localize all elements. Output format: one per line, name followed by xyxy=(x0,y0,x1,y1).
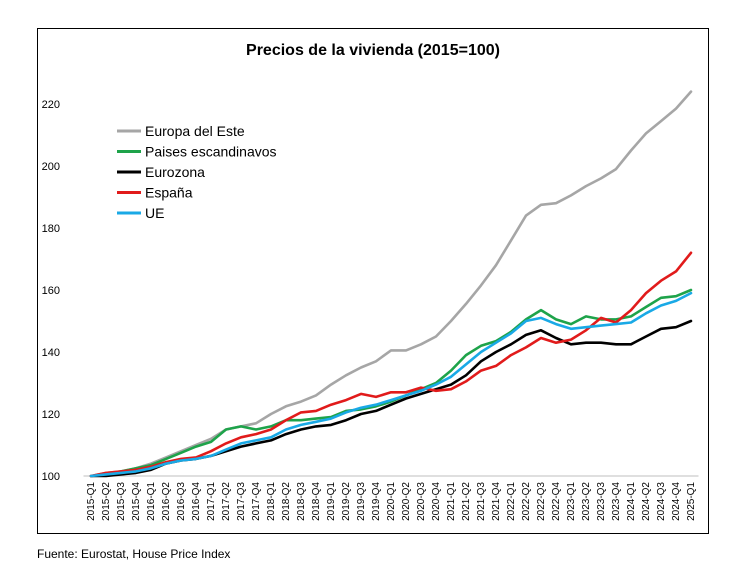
x-tick-label: 2017-Q3 xyxy=(236,482,247,521)
x-tick-label: 2018-Q2 xyxy=(281,482,292,521)
x-axis: 2015-Q1 2015-Q2 2015-Q3 2015-Q4 2016-Q1 2016-… xyxy=(83,475,699,521)
x-tick-label: 2021-Q3 xyxy=(476,482,487,521)
x-tick-label: 2021-Q1 xyxy=(446,482,457,521)
x-tick-label: 2022-Q1 xyxy=(506,482,517,521)
legend-label: España xyxy=(145,185,193,201)
y-axis: 100 120 140 160 180 200 220 xyxy=(42,99,60,483)
x-tick-label: 2020-Q4 xyxy=(431,482,442,521)
x-tick-label: 2023-Q4 xyxy=(611,482,622,521)
x-tick-label: 2020-Q2 xyxy=(401,482,412,521)
legend: Europa del Este Paises escandinavos Eurozo… xyxy=(117,123,277,221)
line-chart: Precios de la vivienda (2015=100) 100 120… xyxy=(42,42,699,521)
series-line-4 xyxy=(89,291,693,478)
source-note: Fuente: Eurostat, House Price Index xyxy=(37,547,231,561)
x-tick-label: 2023-Q2 xyxy=(581,482,592,521)
x-tick-label: 2016-Q4 xyxy=(191,482,202,521)
x-tick-label: 2017-Q1 xyxy=(206,482,217,521)
x-tick-label: 2020-Q3 xyxy=(416,482,427,521)
x-tick-label: 2016-Q1 xyxy=(146,482,157,521)
y-tick-label: 180 xyxy=(42,223,60,235)
chart-frame: Precios de la vivienda (2015=100) 100 120… xyxy=(37,28,709,534)
x-tick-label: 2015-Q1 xyxy=(86,482,97,521)
x-tick-label: 2018-Q3 xyxy=(296,482,307,521)
y-tick-label: 100 xyxy=(42,471,60,483)
legend-label: Eurozona xyxy=(145,164,205,180)
x-tick-label: 2019-Q1 xyxy=(326,482,337,521)
y-tick-label: 140 xyxy=(42,347,60,359)
legend-label: Europa del Este xyxy=(145,123,245,139)
y-tick-label: 200 xyxy=(42,161,60,173)
x-tick-label: 2023-Q1 xyxy=(566,482,577,521)
legend-label: UE xyxy=(145,205,164,221)
legend-label: Paises escandinavos xyxy=(145,144,277,160)
x-tick-label: 2025-Q1 xyxy=(686,482,697,521)
y-tick-label: 120 xyxy=(42,409,60,421)
series-line-3 xyxy=(89,251,693,478)
x-tick-label: 2018-Q4 xyxy=(311,482,322,521)
chart-title: Precios de la vivienda (2015=100) xyxy=(246,42,500,59)
x-tick-label: 2018-Q1 xyxy=(266,482,277,521)
x-tick-label: 2024-Q3 xyxy=(656,482,667,521)
x-tick-label: 2022-Q2 xyxy=(521,482,532,521)
series-lines xyxy=(89,90,693,478)
x-tick-label: 2017-Q4 xyxy=(251,482,262,521)
x-tick-label: 2019-Q2 xyxy=(341,482,352,521)
x-tick-label: 2015-Q2 xyxy=(101,482,112,521)
x-tick-label: 2024-Q2 xyxy=(641,482,652,521)
x-tick-label: 2020-Q1 xyxy=(386,482,397,521)
series-line-0 xyxy=(89,90,693,478)
x-tick-label: 2021-Q2 xyxy=(461,482,472,521)
x-tick-label: 2024-Q1 xyxy=(626,482,637,521)
x-tick-label: 2016-Q2 xyxy=(161,482,172,521)
x-tick-label: 2022-Q3 xyxy=(536,482,547,521)
x-tick-label: 2021-Q4 xyxy=(491,482,502,521)
y-tick-label: 220 xyxy=(42,99,60,111)
x-tick-label: 2015-Q3 xyxy=(116,482,127,521)
x-tick-label: 2022-Q4 xyxy=(551,482,562,521)
x-tick-label: 2015-Q4 xyxy=(131,482,142,521)
x-tick-label: 2016-Q3 xyxy=(176,482,187,521)
x-tick-label: 2019-Q4 xyxy=(371,482,382,521)
series-line-1 xyxy=(89,288,693,478)
x-tick-label: 2023-Q3 xyxy=(596,482,607,521)
x-tick-label: 2017-Q2 xyxy=(221,482,232,521)
x-tick-label: 2019-Q3 xyxy=(356,482,367,521)
y-tick-label: 160 xyxy=(42,285,60,297)
x-tick-label: 2024-Q4 xyxy=(671,482,682,521)
